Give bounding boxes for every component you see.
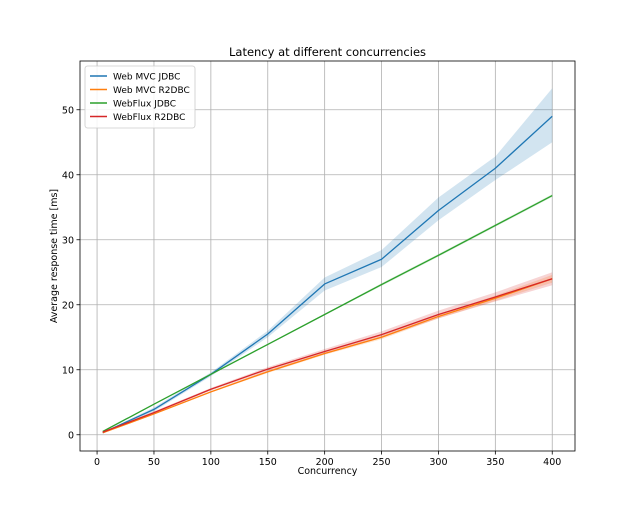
legend-box bbox=[84, 65, 196, 129]
y-tick-label: 20 bbox=[62, 300, 74, 311]
legend: Web MVC JDBC Web MVC R2DBC WebFlux JDBC Web… bbox=[84, 65, 196, 129]
x-tick-label: 300 bbox=[429, 457, 447, 468]
x-axis-label: Concurrency bbox=[298, 466, 358, 477]
x-tick-label: 0 bbox=[94, 457, 100, 468]
x-tick-label: 50 bbox=[148, 457, 160, 468]
x-tick-label: 400 bbox=[543, 457, 561, 468]
x-tick-label: 350 bbox=[486, 457, 504, 468]
y-tick-label: 0 bbox=[68, 430, 74, 441]
legend-label: WebFlux R2DBC bbox=[113, 113, 185, 123]
line-web-mvc-r2dbc bbox=[102, 278, 553, 434]
y-tick-label: 10 bbox=[62, 365, 74, 376]
x-axis-ticks: 0 50 100 150 200 250 300 350 400 bbox=[94, 451, 561, 468]
y-tick-label: 50 bbox=[62, 105, 74, 116]
x-tick-label: 250 bbox=[372, 457, 390, 468]
y-tick-label: 30 bbox=[62, 235, 74, 246]
y-axis-ticks: 0 10 20 30 40 50 bbox=[62, 105, 80, 441]
legend-label: Web MVC R2DBC bbox=[113, 86, 190, 96]
plot-frame bbox=[79, 60, 576, 452]
legend-label: Web MVC JDBC bbox=[113, 73, 180, 83]
legend-label: WebFlux JDBC bbox=[113, 100, 176, 110]
line-web-mvc-jdbc bbox=[102, 115, 553, 434]
grid-lines bbox=[80, 61, 575, 451]
confidence-bands bbox=[102, 88, 553, 434]
x-tick-label: 150 bbox=[259, 457, 277, 468]
chart-title: Latency at different concurrencies bbox=[229, 45, 426, 59]
band-web-mvc-jdbc bbox=[102, 88, 553, 434]
line-webflux-jdbc bbox=[102, 194, 553, 433]
x-tick-label: 100 bbox=[202, 457, 220, 468]
line-webflux-r2dbc bbox=[102, 278, 553, 433]
y-axis-label: Average response time [ms] bbox=[49, 189, 60, 323]
y-tick-label: 40 bbox=[62, 170, 74, 181]
series-lines bbox=[102, 115, 553, 434]
x-tick-label: 200 bbox=[316, 457, 334, 468]
